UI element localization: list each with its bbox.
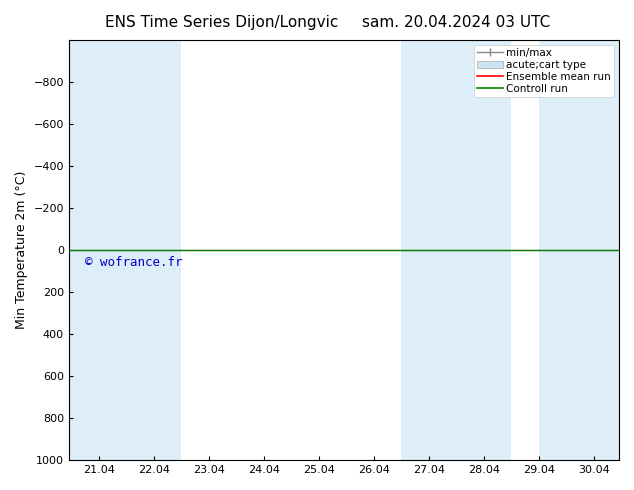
Text: © wofrance.fr: © wofrance.fr <box>86 256 183 269</box>
Bar <box>539 40 619 460</box>
Bar <box>401 40 456 460</box>
Text: ENS Time Series Dijon/Longvic: ENS Time Series Dijon/Longvic <box>105 15 339 30</box>
Legend: min/max, acute;cart type, Ensemble mean run, Controll run: min/max, acute;cart type, Ensemble mean … <box>474 45 614 97</box>
Y-axis label: Min Temperature 2m (°C): Min Temperature 2m (°C) <box>15 171 28 329</box>
Bar <box>456 40 511 460</box>
Text: sam. 20.04.2024 03 UTC: sam. 20.04.2024 03 UTC <box>363 15 550 30</box>
Bar <box>69 40 126 460</box>
Bar <box>126 40 181 460</box>
